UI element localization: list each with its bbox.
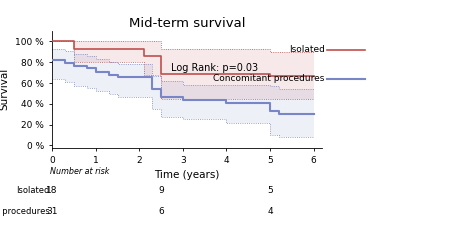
Text: 5: 5 <box>267 186 273 195</box>
Text: 6: 6 <box>158 207 164 216</box>
Text: Isolated: Isolated <box>17 186 50 195</box>
Text: Concomitant procedures: Concomitant procedures <box>213 74 325 83</box>
X-axis label: Time (years): Time (years) <box>155 170 220 180</box>
Text: 31: 31 <box>46 207 58 216</box>
Y-axis label: Survival: Survival <box>0 68 9 110</box>
Text: Concomitant procedures: Concomitant procedures <box>0 207 50 216</box>
Text: 9: 9 <box>158 186 164 195</box>
Text: Isolated: Isolated <box>289 45 325 55</box>
Text: Number at risk: Number at risk <box>50 167 109 176</box>
Text: 18: 18 <box>46 186 58 195</box>
Title: Mid-term survival: Mid-term survival <box>129 17 246 30</box>
Text: 4: 4 <box>267 207 273 216</box>
Text: Log Rank: p=0.03: Log Rank: p=0.03 <box>171 63 258 73</box>
